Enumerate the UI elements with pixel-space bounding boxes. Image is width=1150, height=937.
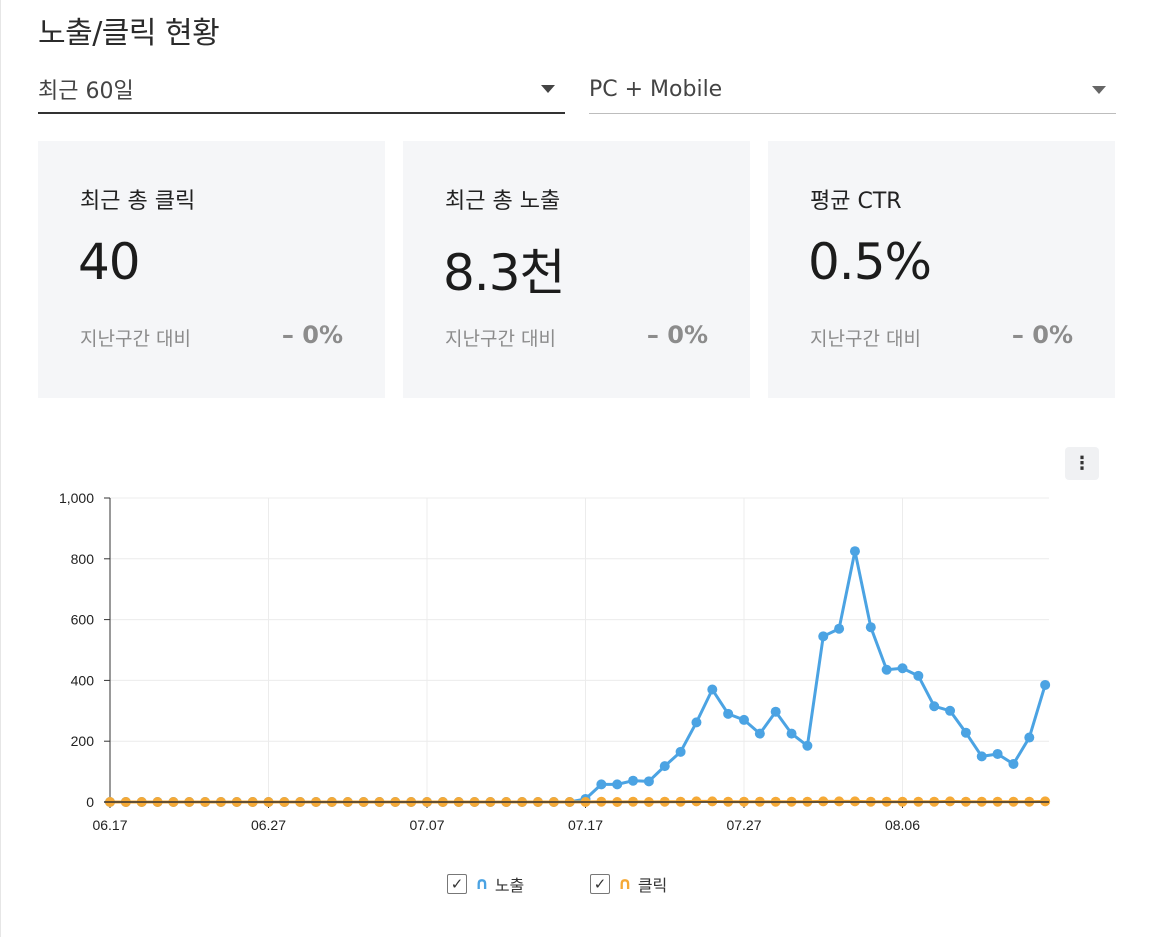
data-point-impressions bbox=[707, 684, 718, 695]
card-label: 최근 총 클릭 bbox=[80, 189, 196, 214]
x-tick-label: 06.17 bbox=[92, 817, 127, 833]
data-point-impressions bbox=[1024, 732, 1035, 743]
y-tick-label: 800 bbox=[71, 551, 95, 567]
more-vertical-icon: ⋮ bbox=[1073, 453, 1091, 474]
data-point-impressions bbox=[834, 623, 845, 634]
data-point-impressions bbox=[913, 670, 924, 681]
data-point-impressions bbox=[739, 714, 749, 725]
card-compare-label: 지난구간 대비 bbox=[80, 328, 191, 350]
data-point-impressions bbox=[992, 748, 1003, 759]
card-value: 8.3천 bbox=[443, 244, 566, 302]
data-point-impressions bbox=[628, 775, 639, 786]
data-point-impressions bbox=[945, 705, 956, 716]
legend-label: 노출 bbox=[494, 876, 525, 895]
period-select-value: 최근 60일 bbox=[38, 79, 134, 104]
legend-checkbox[interactable]: ✓ bbox=[590, 874, 610, 894]
period-select[interactable]: 최근 60일 bbox=[38, 66, 565, 114]
data-point-impressions bbox=[818, 631, 829, 642]
y-tick-label: 200 bbox=[71, 733, 95, 749]
x-tick-label: 07.07 bbox=[409, 817, 444, 833]
data-point-impressions bbox=[1008, 759, 1019, 769]
card-compare-value: – 0% bbox=[646, 321, 708, 349]
x-tick-label: 06.27 bbox=[251, 817, 286, 833]
data-point-impressions bbox=[1040, 679, 1051, 690]
x-tick-label: 07.17 bbox=[568, 817, 603, 833]
caret-down-icon bbox=[541, 85, 555, 93]
card-label: 평균 CTR bbox=[810, 189, 902, 214]
data-point-impressions bbox=[786, 728, 797, 739]
data-point-impressions bbox=[849, 546, 860, 557]
y-tick-label: 600 bbox=[71, 612, 95, 628]
data-point-impressions bbox=[802, 740, 813, 751]
data-point-impressions bbox=[612, 779, 623, 790]
chart-legend: ✓ ∩ 노출 ✓ ∩ 클릭 bbox=[0, 872, 1150, 898]
y-tick-label: 0 bbox=[86, 794, 94, 810]
legend-label: 클릭 bbox=[637, 876, 668, 895]
data-point-impressions bbox=[723, 708, 734, 719]
page-left-border bbox=[0, 0, 1, 937]
series-line-impressions bbox=[110, 549, 1047, 804]
card-compare-value: – 0% bbox=[1011, 321, 1073, 349]
data-point-impressions bbox=[754, 728, 765, 739]
legend-item-clicks[interactable]: ✓ ∩ 클릭 bbox=[590, 872, 667, 896]
card-value: 0.5% bbox=[808, 233, 932, 291]
impressions-clicks-chart: 0 200 400 600 800 1,000 06.17 06.27 07.07 07.17 07… bbox=[59, 490, 1051, 833]
device-select-value: PC + Mobile bbox=[589, 77, 723, 102]
data-point-impressions bbox=[976, 751, 987, 762]
card-compare-label: 지난구간 대비 bbox=[445, 328, 556, 350]
card-label: 최근 총 노출 bbox=[445, 189, 561, 214]
total-clicks-card: 최근 총 클릭 40 지난구간 대비 – 0% bbox=[38, 141, 385, 398]
card-value: 40 bbox=[78, 233, 141, 291]
average-ctr-card: 평균 CTR 0.5% 지난구간 대비 – 0% bbox=[768, 141, 1115, 398]
legend-checkbox[interactable]: ✓ bbox=[447, 874, 467, 894]
legend-item-impressions[interactable]: ✓ ∩ 노출 bbox=[447, 872, 524, 896]
data-point-impressions bbox=[929, 701, 940, 712]
data-point-impressions bbox=[770, 706, 781, 717]
data-point-impressions bbox=[659, 761, 670, 772]
data-point-impressions bbox=[643, 776, 654, 787]
data-point-impressions bbox=[897, 663, 908, 674]
line-series-icon: ∩ bbox=[618, 874, 632, 894]
y-tick-label: 1,000 bbox=[59, 490, 94, 506]
total-impressions-card: 최근 총 노출 8.3천 지난구간 대비 – 0% bbox=[403, 141, 750, 398]
data-point-impressions bbox=[675, 746, 686, 757]
data-point-impressions bbox=[691, 717, 702, 728]
data-point-impressions bbox=[881, 664, 892, 675]
page-title: 노출/클릭 현황 bbox=[38, 16, 220, 51]
data-point-impressions bbox=[960, 727, 971, 738]
data-point-impressions bbox=[865, 622, 876, 633]
chart-menu-button[interactable]: ⋮ bbox=[1065, 447, 1099, 480]
card-compare-label: 지난구간 대비 bbox=[810, 328, 921, 350]
card-compare-value: – 0% bbox=[281, 321, 343, 349]
caret-down-icon bbox=[1092, 85, 1106, 94]
line-series-icon: ∩ bbox=[475, 874, 489, 894]
data-point-impressions bbox=[596, 779, 607, 790]
device-select[interactable]: PC + Mobile bbox=[589, 66, 1116, 114]
x-tick-label: 08.06 bbox=[885, 817, 920, 833]
y-tick-label: 400 bbox=[71, 672, 95, 688]
x-tick-label: 07.27 bbox=[726, 817, 761, 833]
